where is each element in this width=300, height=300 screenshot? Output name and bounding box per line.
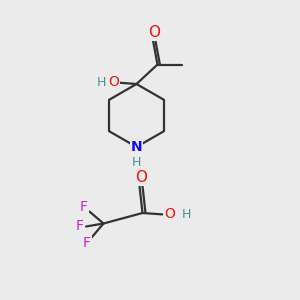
Text: F: F	[76, 220, 83, 233]
Text: F: F	[83, 236, 91, 250]
Text: H: H	[97, 76, 106, 89]
Text: O: O	[164, 208, 175, 221]
Text: O: O	[135, 170, 147, 185]
Text: H: H	[132, 156, 141, 169]
Text: H: H	[182, 208, 192, 221]
Text: N: N	[131, 140, 142, 154]
Text: F: F	[80, 200, 88, 214]
Text: O: O	[109, 76, 119, 89]
Text: O: O	[148, 25, 160, 40]
